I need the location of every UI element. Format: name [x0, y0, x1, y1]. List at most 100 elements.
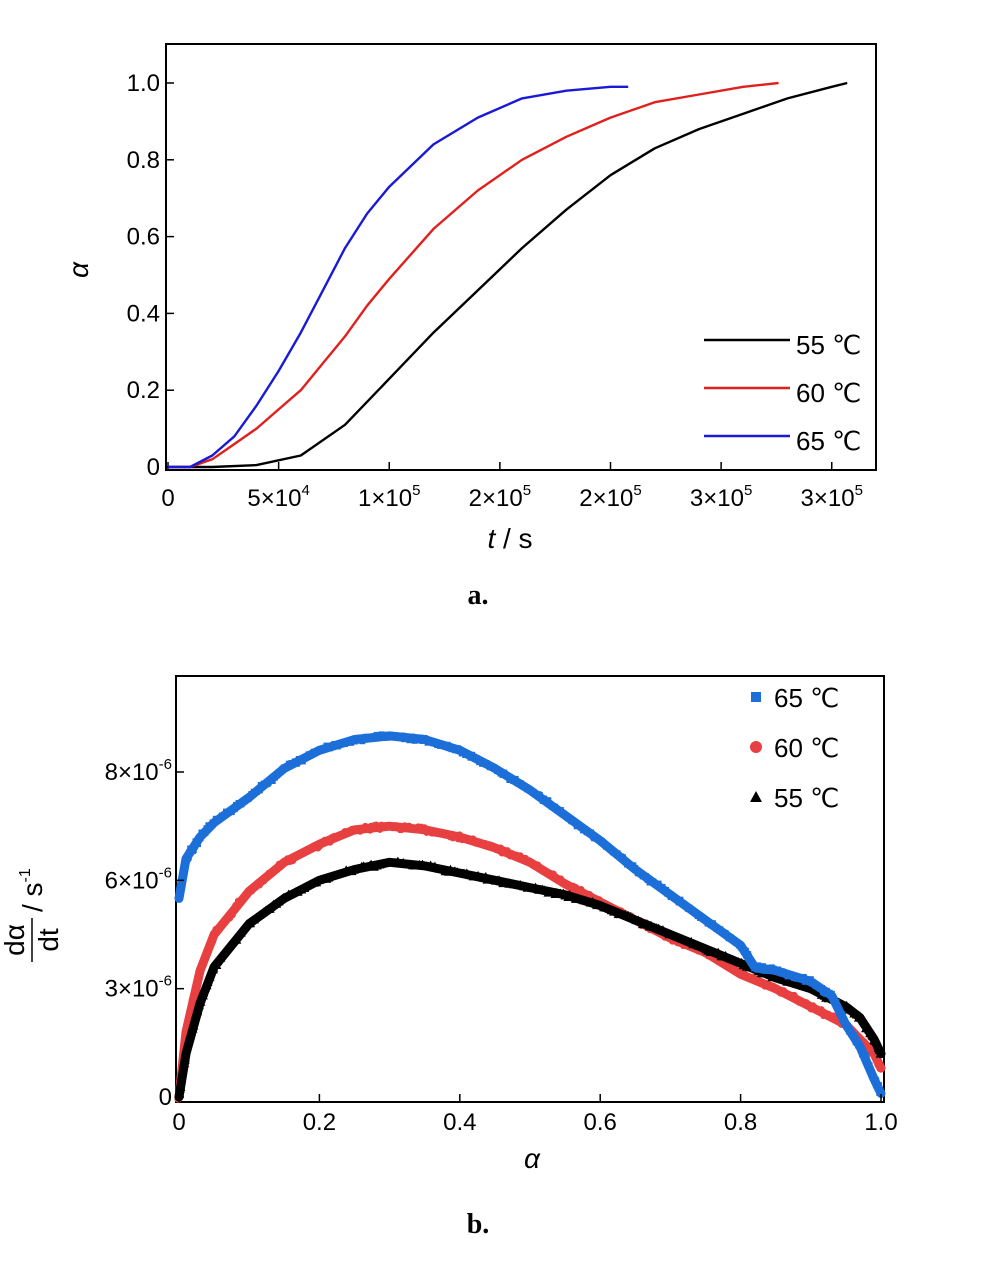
- chart-b-point: [561, 812, 568, 819]
- chart-b-legend-marker: [750, 741, 762, 753]
- chart-b-point: [280, 859, 288, 867]
- chart-b-point: [197, 835, 204, 842]
- chart-b-point: [210, 820, 217, 827]
- chart-b-point: [858, 1046, 865, 1052]
- chart-b-point: [807, 976, 814, 983]
- chart-b-point: [367, 859, 376, 867]
- chart-b-point: [190, 993, 198, 1001]
- chart-b-point: [514, 780, 521, 787]
- chart-b-point: [845, 1024, 852, 1031]
- chart-b-point: [293, 760, 300, 767]
- chart-b-point: [462, 868, 471, 876]
- chart-a-x-tick-label: 2×105: [579, 482, 641, 512]
- chart-b-point: [709, 920, 716, 927]
- chart-a-x-axis-label: t / s: [487, 523, 532, 554]
- chart-a-y-tick-label: 0.8: [127, 147, 160, 174]
- chart-b-point: [506, 777, 513, 783]
- chart-b-series-1: [174, 821, 886, 1103]
- chart-b-y-tick-label: 3×10-6: [105, 973, 172, 1003]
- chart-a-y-tick-label: 0.4: [127, 300, 160, 327]
- chart-b-point: [797, 973, 804, 980]
- chart-b-point: [464, 751, 471, 758]
- chart-b-point: [851, 1032, 858, 1039]
- chart-b-point: [578, 888, 586, 896]
- chart-b-point: [643, 873, 650, 880]
- chart-b-point: [853, 1036, 860, 1043]
- chart-b-y-tick-label: 8×10-6: [105, 756, 172, 786]
- chart-b-point: [819, 985, 826, 991]
- chart-b-point: [181, 1054, 190, 1062]
- chart-b-point: [659, 883, 666, 890]
- chart-a-series-line-1: [168, 81, 779, 469]
- chart-b-point: [702, 917, 709, 924]
- chart-b-x-tick-label: 0.8: [724, 1109, 757, 1136]
- chart-b-point: [357, 735, 364, 742]
- chart-b-point: [386, 732, 393, 738]
- chart-b-point: [779, 968, 786, 975]
- chart-a-y-tick-label: 0.2: [127, 377, 160, 404]
- chart-b-point: [760, 963, 766, 970]
- chart-b: 0 3×10-6 6×10-6 8×10-6 0 0.2 0.4 0.6 0.8 1.0 65 …: [0, 675, 898, 1240]
- chart-b-point: [607, 846, 614, 853]
- chart-b-point: [456, 746, 463, 753]
- chart-a-y-axis: 0 0.2 0.4 0.6 0.8 1.0: [127, 70, 174, 481]
- chart-b-point: [305, 751, 312, 758]
- chart-b-point: [194, 1008, 203, 1016]
- chart-b-point: [417, 734, 424, 741]
- chart-b-point: [378, 731, 385, 738]
- chart-b-y-axis-label: dα dt / s-1: [0, 868, 64, 962]
- chart-b-point: [873, 1077, 880, 1084]
- chart-b-point: [864, 1026, 873, 1034]
- chart-b-point: [184, 1038, 193, 1046]
- chart-b-point: [195, 841, 201, 848]
- chart-b-point: [186, 1032, 195, 1040]
- chart-b-series: [174, 731, 886, 1103]
- chart-b-point: [181, 1050, 190, 1058]
- chart-b-point: [406, 737, 413, 744]
- chart-b-point: [483, 760, 490, 767]
- chart-b-point: [588, 896, 597, 904]
- chart-b-point: [717, 926, 724, 933]
- chart-b-point: [571, 819, 578, 826]
- chart-b-panel-label: b.: [467, 1209, 490, 1240]
- chart-b-point: [252, 913, 260, 921]
- chart-b-point: [840, 1015, 847, 1022]
- chart-b-point: [568, 818, 575, 825]
- chart-b-point: [219, 950, 228, 958]
- chart-b-point: [225, 810, 232, 816]
- chart-b-point: [458, 750, 465, 757]
- chart-b-point: [295, 756, 302, 762]
- chart-b-point: [215, 816, 222, 823]
- chart-b-x-axis: 0 0.2 0.4 0.6 0.8 1.0: [172, 1094, 898, 1136]
- chart-b-point: [817, 1006, 825, 1014]
- chart-b-point: [525, 882, 534, 890]
- chart-a-x-axis: 0 5×104 1×105 2×105 2×105 3×105 3×105: [161, 462, 863, 512]
- chart-b-point: [531, 790, 538, 797]
- chart-b-point: [565, 890, 574, 897]
- chart-b-point: [663, 890, 670, 897]
- chart-b-point: [275, 898, 284, 906]
- chart-b-point: [320, 746, 327, 753]
- chart-b-point: [178, 1076, 187, 1083]
- chart-b-point: [448, 746, 455, 753]
- chart-a-plot-frame: [165, 43, 877, 471]
- chart-b-point: [591, 835, 598, 842]
- chart-a-x-tick-label: 3×105: [690, 482, 752, 512]
- chart-b-point: [598, 837, 605, 844]
- chart-b-point: [411, 737, 418, 744]
- chart-b-point: [213, 962, 222, 969]
- chart-b-point: [426, 737, 433, 744]
- chart-b-point: [331, 741, 338, 747]
- chart-b-x-tick-label: 0.6: [584, 1109, 617, 1136]
- chart-b-legend-label: 55 ℃: [774, 783, 839, 813]
- chart-b-point: [287, 890, 296, 898]
- chart-a-x-tick-label: 3×105: [801, 482, 863, 512]
- chart-b-point: [299, 758, 306, 765]
- chart-b-point: [595, 835, 602, 842]
- chart-b-point: [733, 938, 740, 945]
- chart-b-point: [823, 990, 830, 997]
- chart-b-point: [294, 888, 303, 896]
- chart-a-x-tick-label: 5×104: [247, 482, 309, 512]
- chart-b-point: [745, 953, 752, 960]
